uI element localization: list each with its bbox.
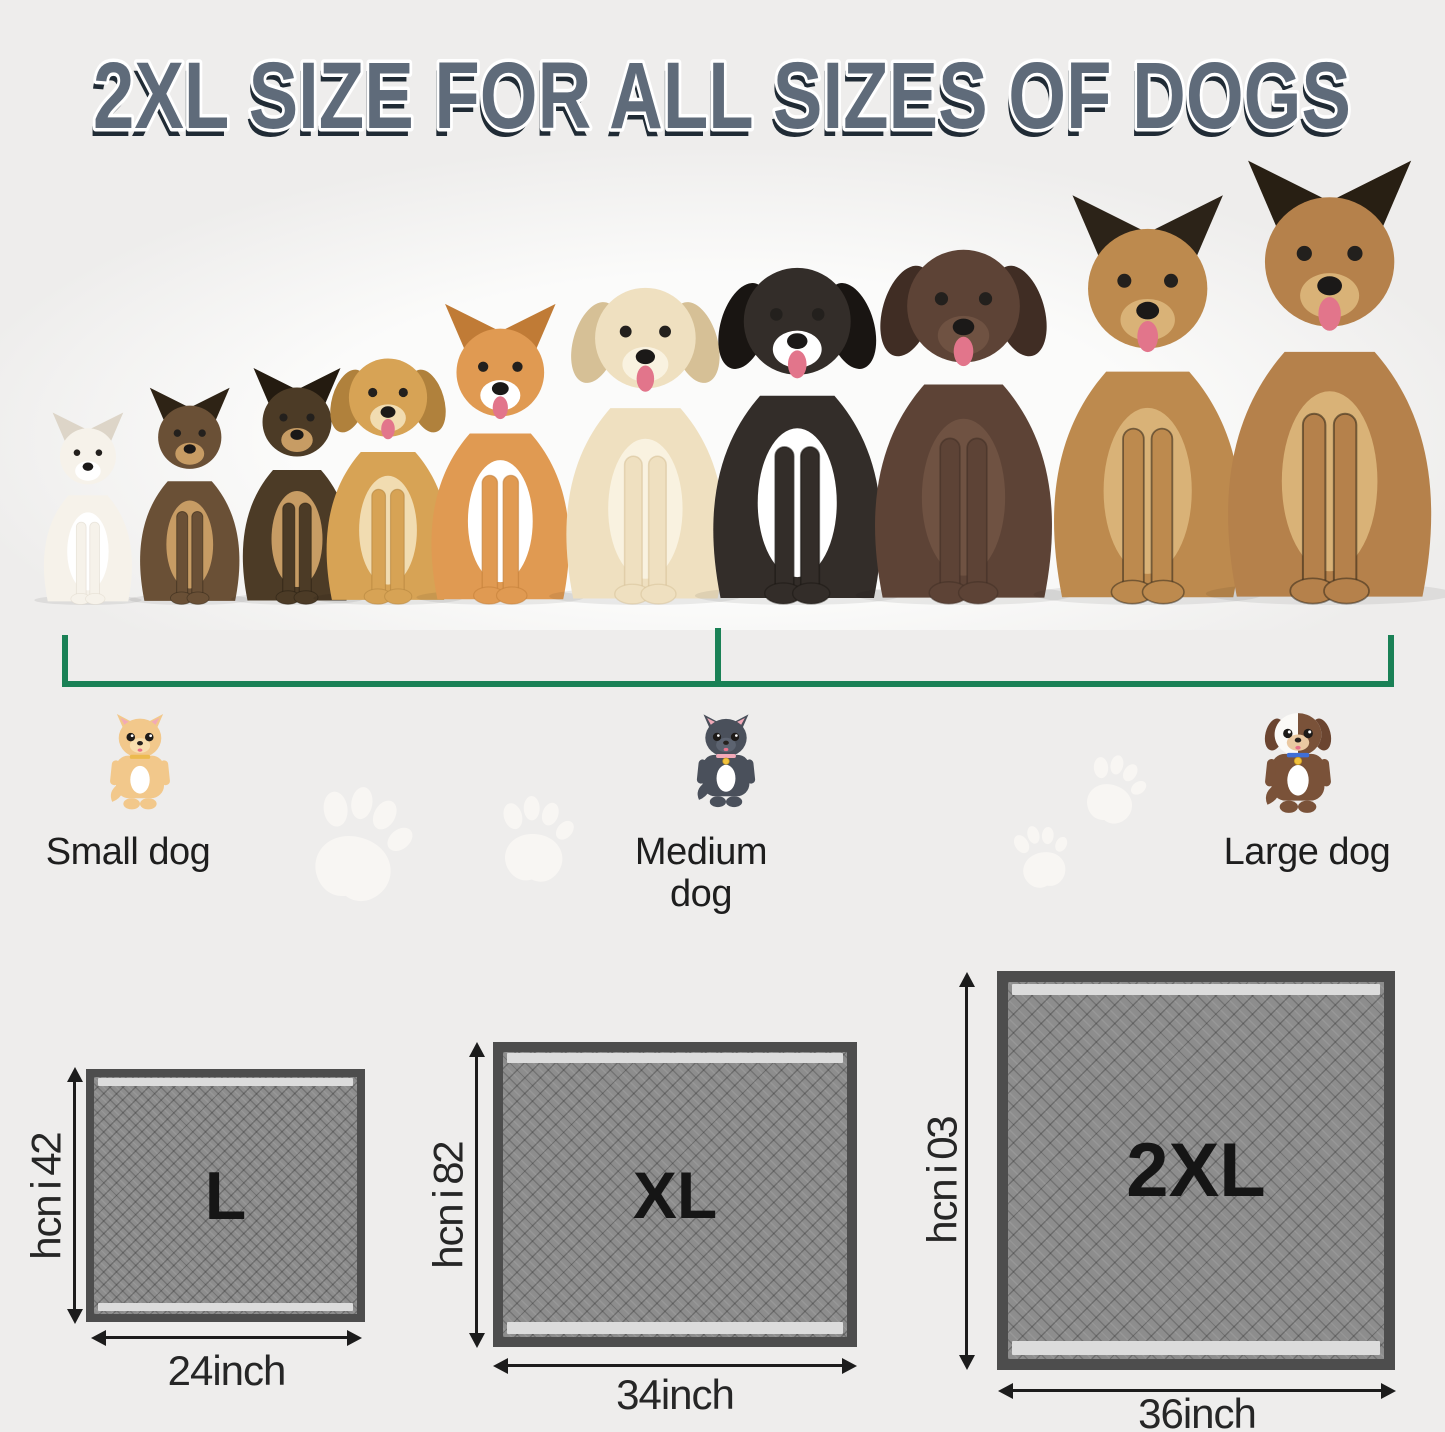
pad-2XL-width-label: 36inch — [1138, 1390, 1257, 1432]
pad-XL-surface — [503, 1052, 847, 1337]
dog-photo-white-puppy — [34, 412, 142, 605]
dog-photo-golden-retriever — [548, 287, 742, 605]
paw-print-icon — [1075, 747, 1156, 832]
pad-XL-height-arrow — [468, 1042, 485, 1348]
pad-2XL-height-arrow — [958, 972, 975, 1370]
pad-XL-width-arrow — [493, 1357, 857, 1374]
pad-L: L — [86, 1069, 365, 1322]
paw-print-icon — [297, 775, 427, 912]
bracket-tick-middle — [715, 628, 721, 687]
dog-photo-cocker-spaniel — [313, 358, 463, 605]
pad-L-width-label: 24inch — [167, 1347, 287, 1394]
small-dog-label: Small dog — [45, 831, 211, 873]
pad-L-size-label: L — [204, 1157, 247, 1234]
pad-XL-top-stripe — [507, 1053, 843, 1063]
bracket-line — [62, 681, 1394, 687]
dog-photo-corgi — [416, 303, 584, 605]
pad-L-width-arrow — [91, 1329, 362, 1346]
small-dog-icon — [110, 714, 170, 810]
pad-L-height-arrow — [66, 1067, 83, 1324]
pad-XL-width-label: 34inch — [616, 1371, 735, 1418]
bracket-tick-right — [1388, 635, 1394, 687]
pad-L-top-stripe — [98, 1078, 353, 1086]
headline-shadow-text: 2XL SIZE FOR ALL SIZES OF DOGS — [90, 51, 1348, 157]
pad-XL-bottom-stripe — [507, 1322, 843, 1334]
headline-text: 2XL SIZE FOR ALL SIZES OF DOGS — [93, 43, 1351, 149]
headline: 2XL SIZE FOR ALL SIZES OF DOGS 2XL SIZE … — [90, 40, 1355, 157]
pad-L-bottom-stripe — [98, 1303, 353, 1311]
dog-lineup — [0, 0, 1445, 640]
pad-XL: XL — [493, 1042, 857, 1347]
pad-L-surface — [94, 1077, 357, 1314]
pad-2XL-bottom-stripe — [1012, 1341, 1380, 1355]
dog-photo-german-shepherd-1 — [1033, 195, 1263, 605]
pad-XL-size-label: XL — [632, 1157, 718, 1232]
dog-photo-chocolate-labrador — [855, 249, 1071, 605]
paw-print-icon — [1009, 819, 1077, 892]
dog-photo-shepherd-puppy-1 — [129, 387, 251, 605]
pad-2XL: 2XL — [997, 971, 1395, 1370]
large-dog-label: Large dog — [1223, 831, 1391, 873]
pad-2XL-top-stripe — [1012, 984, 1380, 995]
dog-photo-german-shepherd-2 — [1206, 160, 1445, 605]
pad-2XL-surface — [1008, 982, 1384, 1359]
dog-photo-shepherd-puppy-2 — [231, 368, 363, 605]
medium-dog-icon — [696, 714, 756, 808]
medium-dog-label: Medium dog — [634, 831, 768, 915]
pad-2XL-size-label: 2XL — [1126, 1128, 1266, 1213]
pad-2XL-width-arrow — [998, 1382, 1396, 1399]
bracket-tick-left — [62, 635, 68, 687]
paw-print-icon — [494, 792, 580, 885]
dog-photo-bernese-mountain-dog — [694, 267, 900, 605]
large-dog-icon — [1264, 713, 1332, 813]
